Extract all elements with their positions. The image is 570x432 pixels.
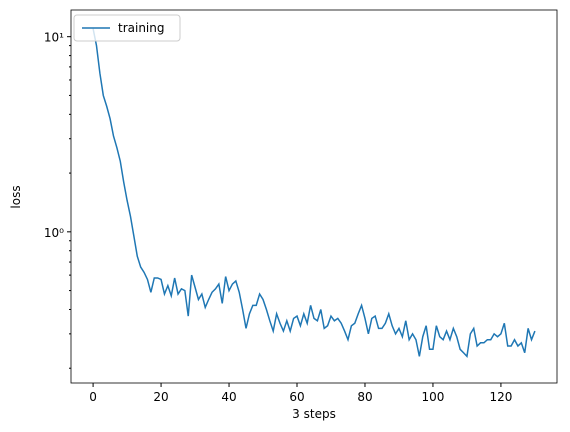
- data-line: [92, 28, 536, 359]
- x-tick-label: 40: [221, 390, 236, 404]
- x-tick-label: 80: [357, 390, 372, 404]
- legend-label: training: [118, 21, 165, 35]
- y-tick-label: 10¹: [44, 31, 64, 45]
- x-tick-label: 120: [489, 390, 512, 404]
- y-axis-label: loss: [9, 185, 23, 208]
- x-axis-label: 3 steps: [292, 407, 336, 421]
- x-tick-label: 60: [289, 390, 304, 404]
- y-tick-label: 10⁰: [44, 226, 64, 240]
- legend-box: [73, 14, 181, 42]
- x-tick-label: 20: [153, 390, 168, 404]
- x-tick-label: 100: [421, 390, 444, 404]
- plot-frame: [70, 9, 558, 384]
- x-tick-label: 0: [89, 390, 97, 404]
